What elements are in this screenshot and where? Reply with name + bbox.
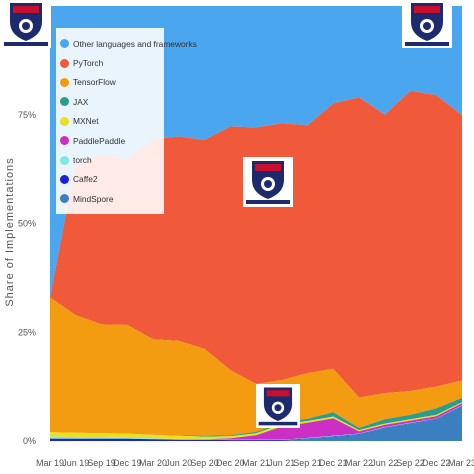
y-axis-title: Share of Implementations xyxy=(4,157,16,306)
legend-item: TensorFlow xyxy=(60,73,164,92)
legend-swatch xyxy=(60,174,69,184)
legend-swatch xyxy=(60,155,69,165)
x-tick-label: Mar 19 xyxy=(36,458,64,468)
crest-logo-center xyxy=(243,157,293,207)
y-tick-label: 75% xyxy=(18,110,36,120)
legend-swatch xyxy=(60,194,69,204)
legend-swatch xyxy=(60,77,69,87)
legend-item: PaddlePaddle xyxy=(60,131,164,150)
y-tick-label: 50% xyxy=(18,219,36,229)
legend-item: MXNet xyxy=(60,112,164,131)
x-tick-label: Sep 20 xyxy=(190,458,219,468)
legend-swatch xyxy=(60,97,69,107)
chart-legend: Other languages and frameworks PyTorch Ten… xyxy=(56,28,197,214)
x-tick-label: Mar 20 xyxy=(139,458,167,468)
x-tick-label: Jun 21 xyxy=(268,458,295,468)
legend-label: torch xyxy=(73,155,92,166)
legend-item: Caffe2 xyxy=(60,170,164,189)
legend-item: MindSpore xyxy=(60,189,164,208)
y-tick-label: 25% xyxy=(18,327,36,337)
x-tick-label: Jun 22 xyxy=(371,458,398,468)
x-tick-label: Mar 22 xyxy=(345,458,373,468)
legend-item: torch xyxy=(60,150,164,169)
legend-swatch xyxy=(60,58,69,68)
area-mindspore xyxy=(50,406,462,441)
x-tick-label: Dec 22 xyxy=(422,458,451,468)
y-tick-label: 0% xyxy=(23,436,36,446)
x-tick-label: Dec 19 xyxy=(113,458,142,468)
legend-label: Other languages and frameworks xyxy=(73,38,197,49)
legend-label: PaddlePaddle xyxy=(73,135,126,146)
legend-label: MindSpore xyxy=(73,193,114,204)
legend-item: JAX xyxy=(60,92,164,111)
legend-label: JAX xyxy=(73,96,89,107)
x-tick-label: Dec 20 xyxy=(216,458,245,468)
area-tensorflow xyxy=(50,297,462,436)
x-tick-label: Mar 21 xyxy=(242,458,270,468)
legend-swatch xyxy=(60,136,69,146)
x-tick-label: Sep 19 xyxy=(87,458,116,468)
crest-logo-top-right xyxy=(402,0,452,48)
crest-logo-bottom xyxy=(256,384,300,428)
x-tick-label: Sep 22 xyxy=(396,458,425,468)
area-mxnet xyxy=(50,402,462,440)
x-tick-label: Jun 19 xyxy=(62,458,89,468)
legend-item: PyTorch xyxy=(60,53,164,72)
legend-swatch xyxy=(60,39,69,49)
legend-item: Other languages and frameworks xyxy=(60,34,197,53)
x-tick-label: Jun 20 xyxy=(165,458,192,468)
legend-label: TensorFlow xyxy=(73,77,116,88)
x-tick-label: Sep 21 xyxy=(293,458,322,468)
legend-label: Caffe2 xyxy=(73,174,98,185)
crest-logo-top-left xyxy=(1,0,51,48)
legend-swatch xyxy=(60,116,69,126)
legend-label: MXNet xyxy=(73,116,99,127)
y-axis-ticks: 0% 25% 50% 75% xyxy=(18,110,36,446)
x-tick-label: Dec 21 xyxy=(319,458,348,468)
x-tick-label: Mar 23 xyxy=(448,458,474,468)
legend-label: PyTorch xyxy=(73,58,104,69)
